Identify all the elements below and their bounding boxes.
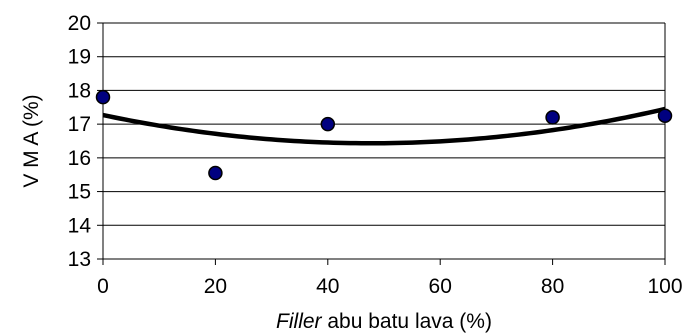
x-axis-title-italic: Filler <box>276 310 323 333</box>
x-axis-ticks: 0 20 40 60 80 100 <box>97 259 683 298</box>
data-points <box>95 89 673 181</box>
data-point <box>657 108 673 123</box>
x-axis-title-rest: abu batu lava (%) <box>322 310 492 333</box>
y-tick-label: 20 <box>68 12 91 35</box>
x-tick-label: 20 <box>204 275 227 298</box>
y-tick-label: 19 <box>68 46 91 69</box>
x-tick-label: 0 <box>97 275 109 298</box>
data-point <box>208 165 223 181</box>
y-tick-label: 16 <box>68 147 91 170</box>
y-tick-label: 17 <box>68 113 91 136</box>
y-tick-label: 14 <box>68 214 92 237</box>
data-point <box>320 116 336 132</box>
x-axis-title: Filler abu batu lava (%) <box>276 310 492 333</box>
y-tick-label: 15 <box>68 181 91 204</box>
gridlines <box>103 22 665 260</box>
axes <box>102 23 666 260</box>
y-tick-label: 13 <box>68 248 91 271</box>
data-point <box>545 110 560 125</box>
y-axis-title: V M A (%) <box>20 94 43 187</box>
x-tick-label: 80 <box>541 275 564 298</box>
y-axis-ticks: 13 14 15 16 17 18 19 20 <box>68 12 103 271</box>
x-tick-label: 40 <box>316 275 339 298</box>
x-tick-label: 100 <box>647 275 682 298</box>
data-point <box>95 89 111 105</box>
trendline <box>102 106 666 146</box>
x-tick-label: 60 <box>429 275 452 298</box>
y-tick-label: 18 <box>68 79 91 102</box>
